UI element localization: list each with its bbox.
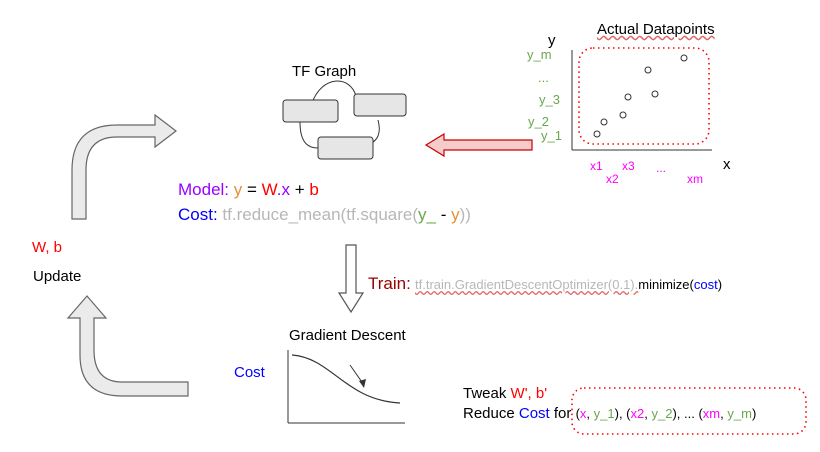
- graph-node-2: [353, 93, 407, 117]
- gradient-descent-title: Gradient Descent: [289, 327, 406, 344]
- model-plus: +: [289, 180, 310, 199]
- data-flow-arrow: [424, 132, 533, 158]
- tweak-dotted-region: [571, 387, 807, 435]
- model-label: Model:: [178, 180, 230, 199]
- datapoints-title: Actual Datapoints: [597, 21, 715, 38]
- model-eq: =: [242, 180, 262, 199]
- cost-fn-square: tf.square(: [346, 205, 419, 224]
- tweak-prefix: Tweak: [463, 385, 511, 402]
- y-tick-label: ...: [538, 70, 549, 85]
- update-label: Update: [33, 268, 82, 285]
- model-y: y: [233, 180, 243, 199]
- tweak-line: Tweak W', b': [463, 385, 547, 402]
- cost-curve-plot: [287, 350, 405, 424]
- datapoint: [651, 90, 659, 98]
- reduce-prefix: Reduce: [463, 405, 519, 422]
- cost-y-pred: y: [451, 205, 460, 224]
- x-tick-label: ...: [656, 161, 667, 175]
- model-w: W: [261, 180, 277, 199]
- gradient-cost-label: Cost: [234, 364, 265, 381]
- train-close: ): [717, 277, 723, 292]
- model-b: b: [309, 180, 319, 199]
- train-label: Train:: [368, 274, 411, 293]
- y-tick-label: y_3: [539, 92, 560, 107]
- graph-node-1: [282, 99, 339, 123]
- update-wb: W, b: [32, 239, 63, 256]
- train-cost-arg: cost: [693, 277, 718, 292]
- reduce-cost: Cost: [518, 405, 550, 422]
- pair-2: (x2, y_2), ...: [626, 406, 699, 421]
- model-equation: Model: y = W.x + b: [178, 180, 319, 200]
- datapoints-scatter: [593, 54, 688, 138]
- tf-graph-illustration: [282, 80, 407, 160]
- datapoint: [593, 130, 601, 138]
- graph-node-3: [317, 136, 374, 160]
- x-axis-label: x: [723, 156, 731, 173]
- datapoint: [644, 66, 652, 74]
- datapoints-dotted-region: [578, 47, 710, 145]
- y-tick-label: y_1: [541, 128, 562, 143]
- train-minimize: minimize(: [638, 277, 694, 292]
- cost-close: )): [459, 205, 471, 224]
- datapoint: [619, 111, 627, 119]
- x-tick-label: x3: [622, 159, 635, 173]
- reduce-for: for: [549, 405, 576, 422]
- y-axis-label: y: [548, 32, 556, 49]
- update-loop-arrow-bottom: [66, 295, 189, 397]
- pair-1: (x, y_1),: [575, 406, 627, 421]
- y-tick-label: y_m: [527, 47, 552, 62]
- x-tick-label: x1: [590, 159, 603, 173]
- tweak-values: W', b': [510, 385, 548, 402]
- model-dot-x: .x: [276, 180, 290, 199]
- update-loop-arrow-up: [71, 113, 177, 220]
- datapoint: [624, 93, 632, 101]
- reduce-line: Reduce Cost for (x, y_1), (x2, y_2), ...…: [463, 405, 756, 422]
- cost-label: Cost:: [178, 205, 218, 224]
- cost-equation: Cost: tf.reduce_mean(tf.square(y_ - y)): [178, 205, 471, 225]
- x-tick-label: xm: [687, 172, 703, 186]
- pair-m: (xm, y_m): [698, 406, 757, 421]
- train-statement: Train: tf.train.GradientDescentOptimizer…: [368, 274, 722, 294]
- train-optimizer-call: tf.train.GradientDescentOptimizer(0.1).: [415, 277, 639, 292]
- x-tick-label: x2: [606, 172, 619, 186]
- cost-curve: [291, 354, 401, 404]
- cost-minus: -: [436, 205, 452, 224]
- cost-fn-reduce-mean: tf.reduce_mean(: [222, 205, 347, 224]
- train-down-arrow: [337, 244, 365, 314]
- datapoint: [600, 118, 608, 126]
- y-tick-label: y_2: [528, 114, 549, 129]
- datapoints-axes: [571, 47, 712, 151]
- datapoint: [680, 54, 688, 62]
- tf-graph-title: TF Graph: [292, 63, 357, 80]
- cost-y-true: y_: [418, 205, 436, 224]
